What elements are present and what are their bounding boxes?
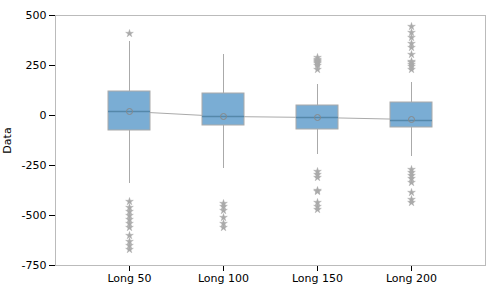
svg-text:-500: -500	[22, 209, 47, 222]
svg-text:-250: -250	[22, 159, 47, 172]
svg-text:Long 200: Long 200	[386, 272, 437, 285]
svg-text:250: 250	[26, 59, 47, 72]
svg-text:Data: Data	[1, 127, 14, 153]
svg-text:-750: -750	[22, 259, 47, 272]
svg-text:Long 150: Long 150	[292, 272, 343, 285]
svg-text:Long 100: Long 100	[198, 272, 249, 285]
svg-text:0: 0	[40, 109, 47, 122]
svg-text:500: 500	[26, 9, 47, 22]
svg-text:Long 50: Long 50	[107, 272, 151, 285]
